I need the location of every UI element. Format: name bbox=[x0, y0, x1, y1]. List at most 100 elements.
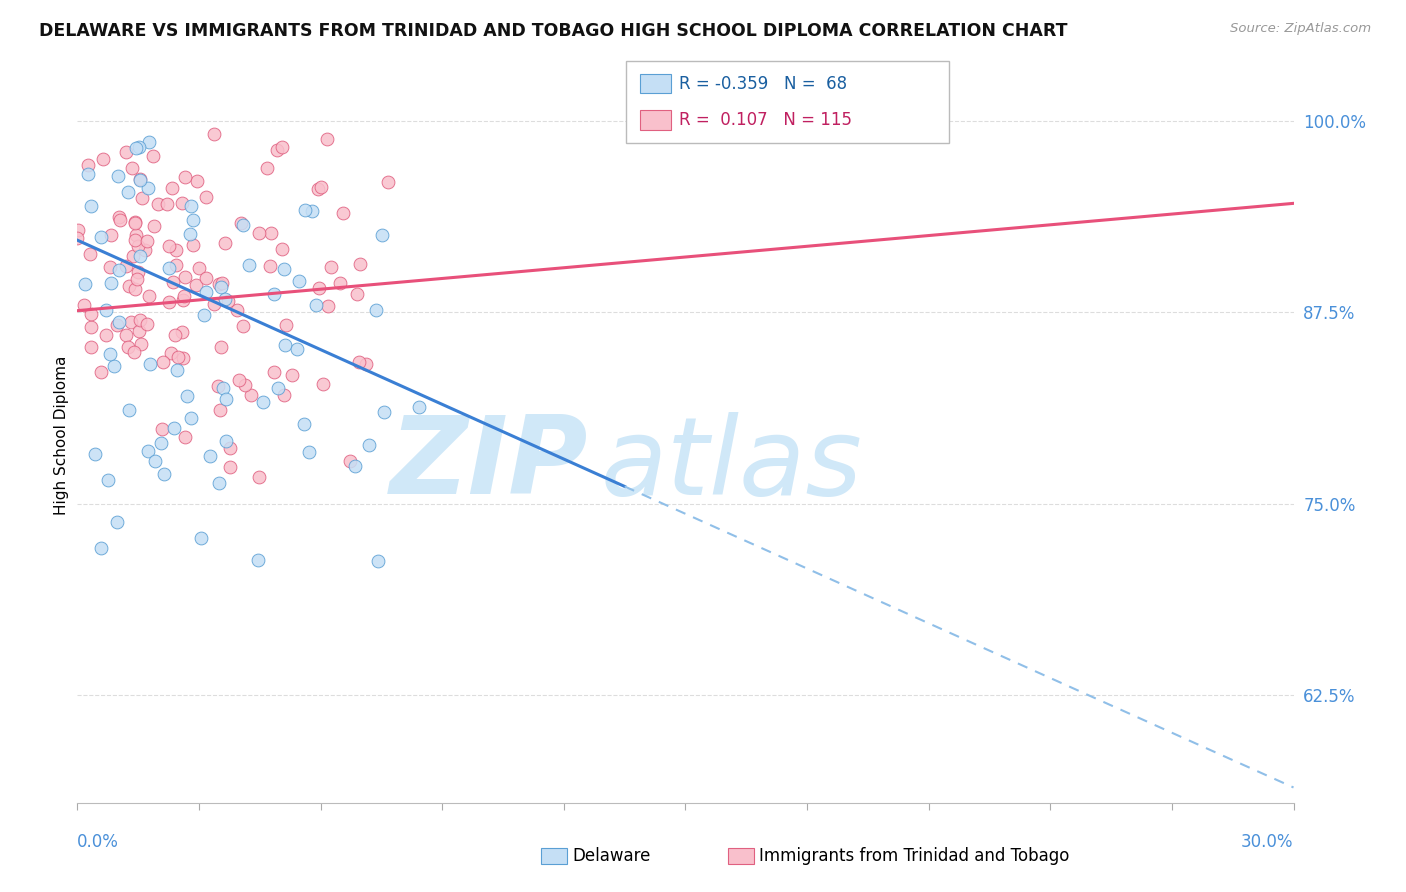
Text: Immigrants from Trinidad and Tobago: Immigrants from Trinidad and Tobago bbox=[759, 847, 1070, 865]
Text: Delaware: Delaware bbox=[572, 847, 651, 865]
Text: 30.0%: 30.0% bbox=[1241, 833, 1294, 851]
Text: 0.0%: 0.0% bbox=[77, 833, 120, 851]
Point bbox=[180, 199, 202, 213]
Point bbox=[195, 270, 218, 285]
Point bbox=[187, 260, 209, 275]
Point bbox=[138, 289, 160, 303]
Point bbox=[198, 450, 221, 464]
Point bbox=[373, 405, 395, 419]
Point bbox=[219, 441, 242, 455]
Point bbox=[366, 303, 388, 318]
Point bbox=[370, 228, 392, 243]
Point bbox=[194, 190, 217, 204]
Text: R =  0.107   N = 115: R = 0.107 N = 115 bbox=[679, 111, 852, 128]
Point bbox=[367, 554, 389, 568]
Point bbox=[207, 379, 229, 393]
Point bbox=[165, 259, 187, 273]
Point bbox=[180, 411, 202, 425]
Point bbox=[229, 216, 252, 230]
Point bbox=[124, 345, 146, 359]
Point bbox=[193, 308, 215, 322]
Point bbox=[346, 287, 368, 301]
Point bbox=[176, 389, 198, 403]
Point bbox=[305, 298, 328, 312]
Point bbox=[202, 297, 225, 311]
Point bbox=[318, 299, 340, 313]
Point bbox=[214, 292, 236, 306]
Point bbox=[343, 459, 366, 474]
Point bbox=[124, 282, 146, 296]
Point bbox=[118, 279, 141, 293]
Point bbox=[247, 553, 270, 567]
Point bbox=[100, 276, 122, 290]
Point bbox=[219, 459, 242, 474]
Point bbox=[80, 320, 103, 334]
Point bbox=[319, 260, 342, 274]
Point bbox=[270, 140, 292, 154]
Point bbox=[129, 313, 152, 327]
Point bbox=[127, 264, 149, 278]
Point bbox=[163, 420, 186, 434]
Point bbox=[287, 343, 309, 357]
Point bbox=[149, 436, 172, 450]
Text: ZIP: ZIP bbox=[389, 411, 588, 517]
Point bbox=[214, 434, 236, 449]
Point bbox=[142, 219, 165, 233]
Point bbox=[273, 262, 295, 277]
Point bbox=[349, 256, 371, 270]
Point bbox=[301, 203, 323, 218]
Point bbox=[274, 338, 297, 352]
Text: DELAWARE VS IMMIGRANTS FROM TRINIDAD AND TOBAGO HIGH SCHOOL DIPLOMA CORRELATION : DELAWARE VS IMMIGRANTS FROM TRINIDAD AND… bbox=[39, 22, 1069, 40]
Point bbox=[121, 161, 143, 175]
Text: atlas: atlas bbox=[600, 412, 862, 516]
Point bbox=[263, 365, 285, 379]
Point bbox=[252, 395, 274, 409]
Point bbox=[266, 143, 288, 157]
Point bbox=[90, 365, 112, 379]
Point bbox=[184, 277, 207, 292]
Point bbox=[233, 378, 256, 392]
Point bbox=[110, 213, 132, 227]
Point bbox=[128, 140, 150, 154]
Point bbox=[66, 231, 89, 245]
Point bbox=[117, 340, 139, 354]
Point bbox=[263, 286, 285, 301]
Point bbox=[259, 260, 281, 274]
Point bbox=[186, 174, 208, 188]
Point bbox=[131, 191, 153, 205]
Point bbox=[240, 387, 263, 401]
Point bbox=[347, 354, 370, 368]
Point bbox=[124, 233, 146, 247]
Point bbox=[163, 328, 186, 343]
Point bbox=[100, 227, 122, 242]
Point bbox=[214, 392, 236, 406]
Point bbox=[190, 531, 212, 545]
Point bbox=[167, 350, 190, 364]
Point bbox=[217, 293, 239, 308]
Point bbox=[160, 345, 183, 359]
Point bbox=[122, 249, 145, 263]
Point bbox=[260, 226, 283, 240]
Point bbox=[165, 244, 187, 258]
Point bbox=[173, 288, 195, 302]
Text: R = -0.359   N =  68: R = -0.359 N = 68 bbox=[679, 75, 848, 93]
Point bbox=[108, 210, 131, 224]
Point bbox=[174, 169, 197, 184]
Point bbox=[148, 197, 170, 211]
Point bbox=[91, 152, 114, 166]
Point bbox=[339, 453, 361, 467]
Point bbox=[354, 357, 377, 371]
Point bbox=[124, 216, 146, 230]
Point bbox=[143, 454, 166, 468]
Point bbox=[172, 293, 194, 308]
Point bbox=[136, 317, 159, 331]
Point bbox=[232, 218, 254, 232]
Point bbox=[308, 280, 330, 294]
Y-axis label: High School Diploma: High School Diploma bbox=[53, 355, 69, 515]
Point bbox=[214, 235, 236, 250]
Point bbox=[136, 443, 159, 458]
Point bbox=[152, 355, 174, 369]
Point bbox=[256, 161, 278, 175]
Point bbox=[292, 417, 315, 431]
Point bbox=[129, 337, 152, 351]
